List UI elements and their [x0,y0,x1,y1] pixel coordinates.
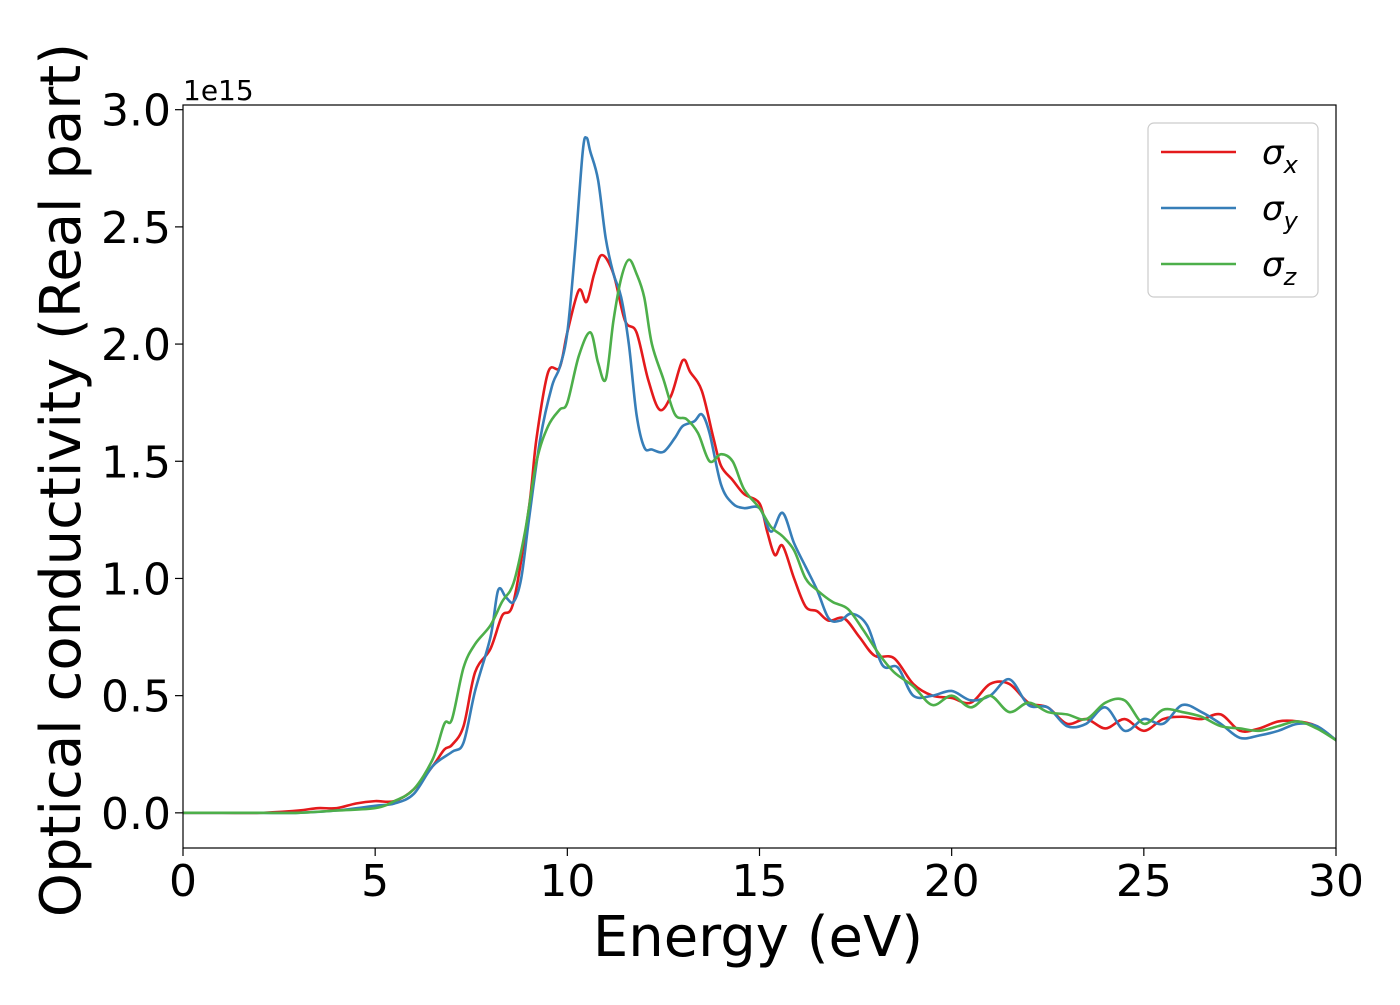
legend-label-y: σy [1262,189,1299,235]
y-axis-label: Optical conductivity (Real part) [29,43,94,917]
y-tick-label: 2.0 [101,320,171,371]
legend-box [1147,122,1319,298]
legend-label-subscript: y [1283,207,1299,235]
legend-label-subscript: x [1283,151,1299,179]
legend-label-symbol: σ [1262,189,1285,229]
y-tick-label: 3.0 [101,86,171,137]
x-tick-label: 0 [169,856,197,907]
legend-label-z: σz [1262,245,1298,291]
x-axis-label: Energy (eV) [593,905,923,970]
series-layer [183,136,1336,815]
series-line-x [183,253,1336,815]
y-tick-label: 2.5 [101,203,171,254]
legend-label-subscript: z [1283,263,1298,291]
legend-label-x: σx [1262,133,1299,179]
x-tick-label: 30 [1308,856,1364,907]
legend-label-symbol: σ [1262,133,1285,173]
y-tick-label: 1.5 [101,437,171,488]
x-tick-label: 15 [732,856,788,907]
legend-label-symbol: σ [1262,245,1285,285]
x-axis: 0 5 10 15 20 25 30 [169,848,1364,907]
y-axis: 0.0 0.5 1.0 1.5 2.0 2.5 3.0 [101,86,183,840]
x-tick-label: 10 [539,856,595,907]
x-tick-label: 25 [1116,856,1172,907]
series-line-y [183,136,1336,815]
y-scale-offset-label: 1e15 [183,74,254,107]
y-tick-label: 1.0 [101,554,171,605]
y-tick-label: 0.0 [101,789,171,840]
x-tick-label: 5 [361,856,389,907]
y-tick-label: 0.5 [101,672,171,723]
x-tick-label: 20 [924,856,980,907]
series-line-z [183,258,1336,815]
